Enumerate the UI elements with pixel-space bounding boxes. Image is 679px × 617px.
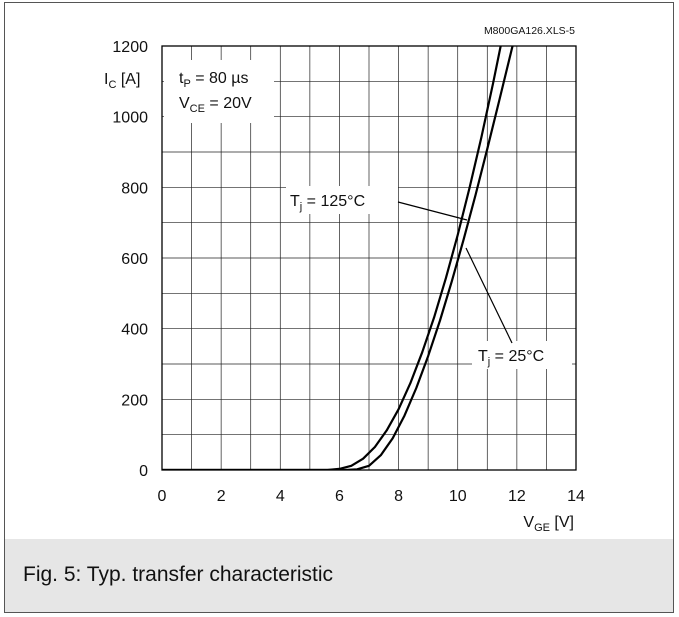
annotation-125-sub: j: [299, 201, 302, 213]
y-tick-label: 800: [121, 180, 148, 197]
y-tick-label: 200: [121, 392, 148, 409]
x-tick-labels: 0 2 4 6 8 10 12 14: [158, 488, 585, 505]
annotation-125-main: T: [290, 193, 300, 210]
x-tick-label: 10: [449, 488, 467, 505]
annotation-25-leader: [465, 247, 513, 344]
figure-frame: [4, 2, 674, 613]
x-tick-label: 8: [394, 488, 403, 505]
annotation-25: Tj = 25°C: [478, 348, 544, 368]
figure-code: M800GA126.XLS-5: [484, 25, 575, 37]
figure-caption: Fig. 5: Typ. transfer characteristic: [23, 563, 334, 586]
condition-pulse-time-main: t: [179, 70, 184, 87]
series-line-tj-125c: [162, 46, 502, 470]
y-axis-label-unit: [A]: [116, 71, 140, 88]
x-axis-label-unit: [V]: [550, 514, 574, 531]
condition-vce-main: V: [179, 95, 190, 112]
curves: [162, 46, 514, 470]
condition-vce-sub: CE: [190, 103, 205, 115]
x-tick-label: 4: [276, 488, 285, 505]
y-tick-labels: 0 200 400 600 800 1000 1200: [112, 39, 148, 480]
annotation-125-rest: = 125°C: [302, 193, 365, 210]
y-axis-label-sub: C: [108, 79, 116, 91]
x-tick-label: 14: [567, 488, 585, 505]
y-axis-label: IC [A]: [104, 71, 140, 91]
condition-vce: VCE = 20V: [179, 95, 252, 115]
x-tick-label: 6: [335, 488, 344, 505]
condition-vce-rest: = 20V: [205, 95, 252, 112]
y-tick-label: 600: [121, 251, 148, 268]
annotation-25-bg: [472, 341, 572, 369]
y-tick-label: 0: [139, 463, 148, 480]
annotation-125: Tj = 125°C: [290, 193, 365, 213]
x-axis-label-sub: GE: [534, 522, 550, 534]
condition-pulse-time-sub: P: [183, 78, 190, 90]
caption-bar: Fig. 5: Typ. transfer characteristic: [5, 539, 673, 612]
condition-pulse-time: tP = 80 µs: [179, 70, 249, 90]
annotation-25-main: T: [478, 348, 488, 365]
plot-border: [161, 45, 577, 471]
annotation-25-sub: j: [487, 356, 490, 368]
y-tick-label: 1200: [112, 39, 148, 56]
x-axis-label: VGE [V]: [523, 514, 574, 534]
x-tick-label: 2: [217, 488, 226, 505]
annotation-25-rest: = 25°C: [490, 348, 544, 365]
annotation-125-bg: [286, 186, 398, 214]
series-line-tj-25c: [162, 46, 514, 470]
y-tick-label: 400: [121, 322, 148, 339]
condition-pulse-time-rest: = 80 µs: [191, 70, 249, 87]
conditions-box: [164, 60, 274, 123]
x-tick-label: 12: [508, 488, 526, 505]
x-axis-label-main: V: [523, 514, 534, 531]
y-tick-label: 1000: [112, 110, 148, 127]
x-tick-label: 0: [158, 488, 167, 505]
annotation-125-leader: [397, 201, 468, 221]
y-axis-label-main: I: [104, 71, 108, 88]
